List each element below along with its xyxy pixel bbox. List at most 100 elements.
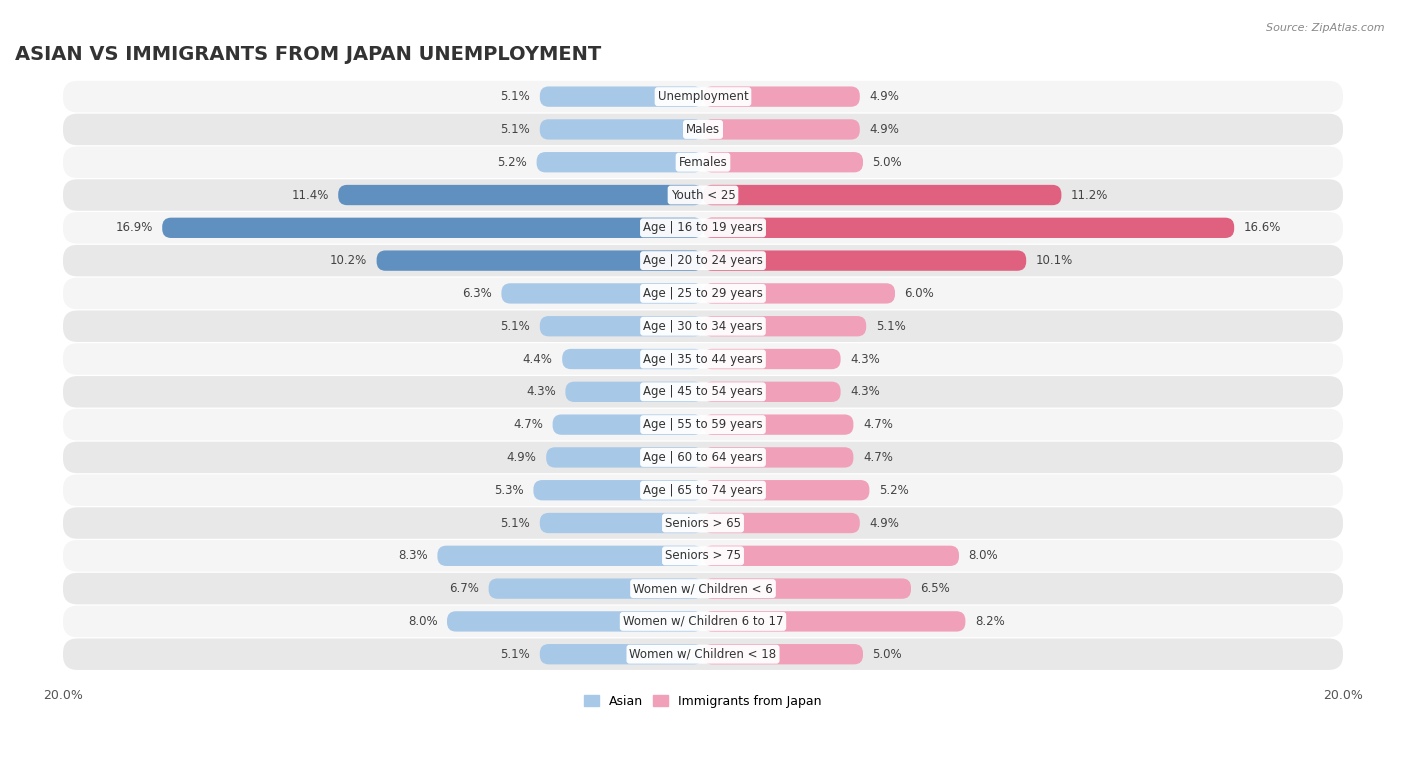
Text: 5.0%: 5.0% — [873, 648, 903, 661]
FancyBboxPatch shape — [703, 185, 1062, 205]
Text: Age | 55 to 59 years: Age | 55 to 59 years — [643, 418, 763, 431]
FancyBboxPatch shape — [63, 540, 1343, 572]
Text: 4.9%: 4.9% — [869, 90, 900, 103]
Text: 11.4%: 11.4% — [291, 188, 329, 201]
FancyBboxPatch shape — [63, 573, 1343, 604]
Text: 4.3%: 4.3% — [851, 353, 880, 366]
FancyBboxPatch shape — [540, 120, 703, 139]
FancyBboxPatch shape — [703, 283, 896, 304]
FancyBboxPatch shape — [339, 185, 703, 205]
FancyBboxPatch shape — [565, 382, 703, 402]
Text: 4.3%: 4.3% — [526, 385, 555, 398]
Text: 5.1%: 5.1% — [501, 123, 530, 136]
Text: 4.7%: 4.7% — [513, 418, 543, 431]
Text: Age | 25 to 29 years: Age | 25 to 29 years — [643, 287, 763, 300]
FancyBboxPatch shape — [546, 447, 703, 468]
Text: Women w/ Children < 6: Women w/ Children < 6 — [633, 582, 773, 595]
FancyBboxPatch shape — [703, 120, 860, 139]
FancyBboxPatch shape — [63, 179, 1343, 210]
FancyBboxPatch shape — [63, 310, 1343, 342]
Text: ASIAN VS IMMIGRANTS FROM JAPAN UNEMPLOYMENT: ASIAN VS IMMIGRANTS FROM JAPAN UNEMPLOYM… — [15, 45, 602, 64]
Text: 4.9%: 4.9% — [869, 123, 900, 136]
Text: 4.9%: 4.9% — [506, 451, 537, 464]
FancyBboxPatch shape — [63, 114, 1343, 145]
FancyBboxPatch shape — [553, 414, 703, 435]
Text: Seniors > 65: Seniors > 65 — [665, 516, 741, 529]
Text: Age | 16 to 19 years: Age | 16 to 19 years — [643, 221, 763, 235]
FancyBboxPatch shape — [703, 447, 853, 468]
Text: 4.4%: 4.4% — [523, 353, 553, 366]
FancyBboxPatch shape — [703, 86, 860, 107]
FancyBboxPatch shape — [63, 81, 1343, 112]
FancyBboxPatch shape — [540, 512, 703, 533]
FancyBboxPatch shape — [63, 343, 1343, 375]
FancyBboxPatch shape — [537, 152, 703, 173]
FancyBboxPatch shape — [703, 152, 863, 173]
Text: Source: ZipAtlas.com: Source: ZipAtlas.com — [1267, 23, 1385, 33]
Text: 8.2%: 8.2% — [974, 615, 1005, 628]
Legend: Asian, Immigrants from Japan: Asian, Immigrants from Japan — [579, 690, 827, 713]
FancyBboxPatch shape — [703, 480, 869, 500]
FancyBboxPatch shape — [63, 475, 1343, 506]
Text: Unemployment: Unemployment — [658, 90, 748, 103]
Text: Women w/ Children 6 to 17: Women w/ Children 6 to 17 — [623, 615, 783, 628]
Text: 10.2%: 10.2% — [330, 254, 367, 267]
FancyBboxPatch shape — [437, 546, 703, 566]
FancyBboxPatch shape — [703, 611, 966, 631]
Text: 8.0%: 8.0% — [408, 615, 437, 628]
FancyBboxPatch shape — [703, 349, 841, 369]
FancyBboxPatch shape — [489, 578, 703, 599]
Text: Age | 35 to 44 years: Age | 35 to 44 years — [643, 353, 763, 366]
FancyBboxPatch shape — [63, 376, 1343, 407]
Text: Age | 65 to 74 years: Age | 65 to 74 years — [643, 484, 763, 497]
FancyBboxPatch shape — [63, 638, 1343, 670]
FancyBboxPatch shape — [63, 409, 1343, 441]
Text: 16.9%: 16.9% — [115, 221, 153, 235]
Text: 4.3%: 4.3% — [851, 385, 880, 398]
Text: 16.6%: 16.6% — [1244, 221, 1281, 235]
FancyBboxPatch shape — [703, 546, 959, 566]
FancyBboxPatch shape — [63, 245, 1343, 276]
FancyBboxPatch shape — [63, 212, 1343, 244]
Text: 8.0%: 8.0% — [969, 550, 998, 562]
FancyBboxPatch shape — [562, 349, 703, 369]
Text: 5.2%: 5.2% — [498, 156, 527, 169]
FancyBboxPatch shape — [703, 644, 863, 665]
Text: Age | 30 to 34 years: Age | 30 to 34 years — [643, 319, 763, 333]
FancyBboxPatch shape — [703, 316, 866, 336]
Text: 5.1%: 5.1% — [501, 90, 530, 103]
Text: Males: Males — [686, 123, 720, 136]
FancyBboxPatch shape — [533, 480, 703, 500]
FancyBboxPatch shape — [703, 512, 860, 533]
FancyBboxPatch shape — [63, 606, 1343, 637]
Text: 6.0%: 6.0% — [904, 287, 935, 300]
Text: Women w/ Children < 18: Women w/ Children < 18 — [630, 648, 776, 661]
Text: 10.1%: 10.1% — [1036, 254, 1073, 267]
FancyBboxPatch shape — [502, 283, 703, 304]
Text: Seniors > 75: Seniors > 75 — [665, 550, 741, 562]
Text: 5.0%: 5.0% — [873, 156, 903, 169]
Text: 4.7%: 4.7% — [863, 418, 893, 431]
FancyBboxPatch shape — [703, 382, 841, 402]
Text: 5.1%: 5.1% — [501, 319, 530, 333]
Text: 6.5%: 6.5% — [921, 582, 950, 595]
Text: Youth < 25: Youth < 25 — [671, 188, 735, 201]
FancyBboxPatch shape — [63, 147, 1343, 178]
Text: Age | 60 to 64 years: Age | 60 to 64 years — [643, 451, 763, 464]
Text: Females: Females — [679, 156, 727, 169]
FancyBboxPatch shape — [63, 278, 1343, 309]
FancyBboxPatch shape — [162, 218, 703, 238]
Text: 5.3%: 5.3% — [494, 484, 524, 497]
Text: 5.1%: 5.1% — [501, 648, 530, 661]
FancyBboxPatch shape — [703, 218, 1234, 238]
Text: 5.2%: 5.2% — [879, 484, 908, 497]
FancyBboxPatch shape — [703, 251, 1026, 271]
FancyBboxPatch shape — [377, 251, 703, 271]
Text: Age | 45 to 54 years: Age | 45 to 54 years — [643, 385, 763, 398]
Text: 8.3%: 8.3% — [398, 550, 427, 562]
Text: 5.1%: 5.1% — [876, 319, 905, 333]
FancyBboxPatch shape — [63, 507, 1343, 539]
Text: 4.9%: 4.9% — [869, 516, 900, 529]
FancyBboxPatch shape — [703, 578, 911, 599]
Text: 5.1%: 5.1% — [501, 516, 530, 529]
